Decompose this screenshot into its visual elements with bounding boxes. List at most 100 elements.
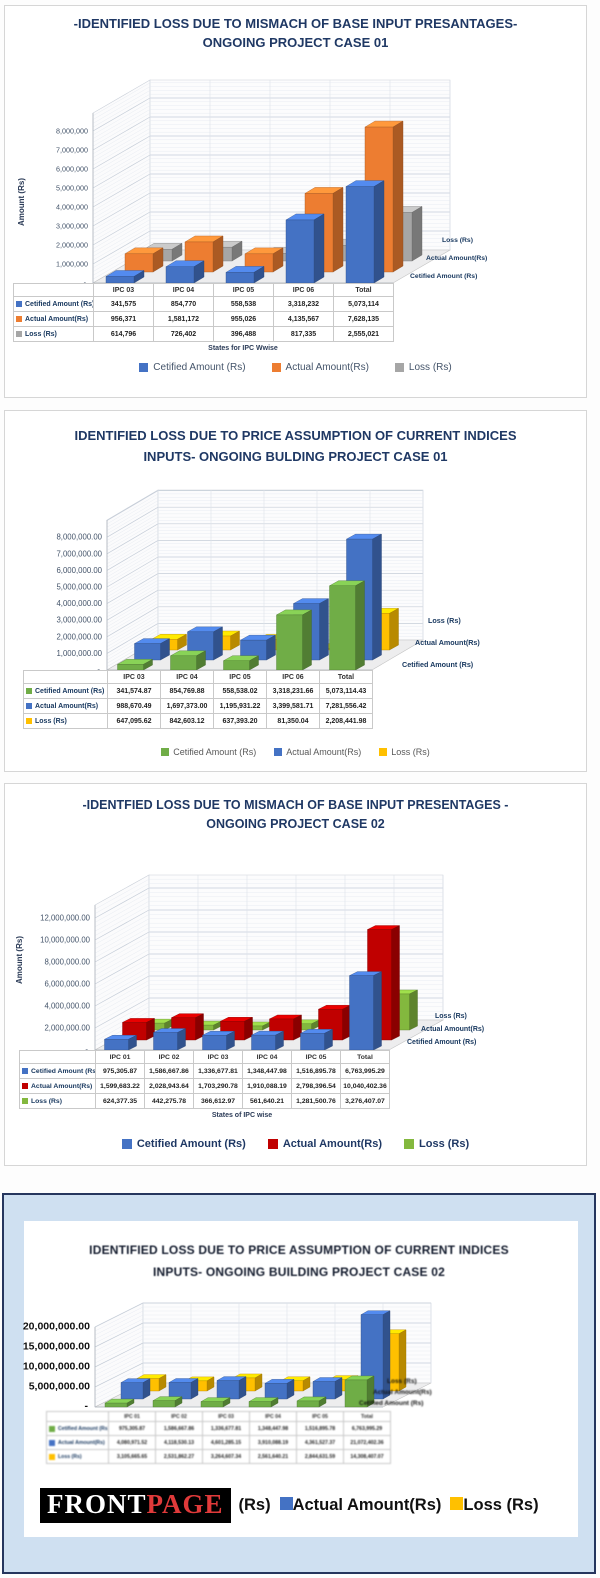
table-corner-cell	[23, 670, 107, 683]
svg-text:15,000,000.00: 15,000,000.00	[23, 1341, 90, 1353]
table-value-cell: 5,073,114	[333, 296, 393, 311]
chart-title: IDENTIFIED LOSS DUE TO PRICE ASSUMPTION …	[28, 425, 563, 467]
svg-text:Cetified Amount (Rs): Cetified Amount (Rs)	[410, 273, 477, 280]
x-axis-caption: States for IPC Wwise	[208, 345, 278, 352]
table-value-cell: 2,531,862.27	[155, 1449, 202, 1463]
svg-text:7,000,000.00: 7,000,000.00	[56, 549, 102, 558]
table-value-cell: 366,612.97	[193, 1093, 242, 1108]
table-value-cell: 3,910,088.19	[249, 1435, 296, 1449]
column-header: Total	[343, 1411, 390, 1421]
legend-item: Cetified Amount (Rs)	[161, 747, 256, 757]
column-header: IPC 04	[160, 670, 213, 683]
legend-item: Loss (Rs)	[394, 362, 452, 373]
svg-text:4,000,000: 4,000,000	[56, 203, 88, 212]
table-value-cell: 1,586,667.86	[144, 1063, 193, 1078]
column-header: IPC 04	[153, 283, 213, 296]
series-key-icon	[22, 1098, 28, 1104]
table-value-cell: 558,538.02	[213, 683, 266, 698]
bar3d-chart: 1,000,000.00 2,000,000.00 3,000,000.00 4,00…	[56, 489, 480, 674]
svg-text:2,000,000: 2,000,000	[56, 241, 88, 250]
table-value-cell: 1,348,447.98	[242, 1063, 291, 1078]
column-header: IPC 06	[266, 670, 319, 683]
table-value-cell: 975,305.87	[108, 1421, 155, 1435]
svg-text:-: -	[97, 665, 100, 674]
table-value-cell: 3,318,232	[273, 296, 333, 311]
svg-text:6,000,000: 6,000,000	[56, 165, 88, 174]
svg-text:Cetified Amount (Rs): Cetified Amount (Rs)	[359, 1400, 423, 1407]
table-value-cell: 21,072,402.36	[343, 1435, 390, 1449]
depth-axis-labels: Cetified Amount (Rs) Actual Amount(Rs) Los…	[407, 1013, 484, 1046]
series-key-icon	[26, 703, 32, 709]
table-value-cell: 341,574.87	[107, 683, 160, 698]
row-label: Actual Amount(Rs)	[46, 1435, 108, 1449]
depth-axis-labels: Cetified Amount (Rs) Actual Amount(Rs) Los…	[410, 237, 487, 280]
data-table: IPC 03 IPC 04 IPC 05 IPC 06 Total Cetified Am…	[13, 283, 394, 342]
legend-key-icon	[404, 1139, 415, 1149]
table-value-cell: 1,516,895.78	[296, 1421, 343, 1435]
table-value-cell: 854,769.88	[160, 683, 213, 698]
table-value-cell: 396,488	[213, 326, 273, 341]
table-value-cell: 1,599,683.22	[95, 1078, 144, 1093]
depth-axis-labels: Cetified Amount (Rs) Actual Amount(Rs) Los…	[402, 616, 480, 669]
table-value-cell: 442,275.78	[144, 1093, 193, 1108]
table-value-cell: 1,581,172	[153, 311, 213, 326]
table-value-cell: 842,603.12	[160, 713, 213, 728]
legend-item: Cetified Amount (Rs)	[121, 1138, 246, 1150]
legend-key-icon	[139, 363, 149, 372]
table-value-cell: 81,350.04	[266, 713, 319, 728]
chart-title-line1: IDENTIFIED LOSS DUE TO PRICE ASSUMPTION …	[74, 428, 517, 443]
svg-text:Loss (Rs): Loss (Rs)	[387, 1378, 417, 1385]
svg-text:Actual Amount(Rs): Actual Amount(Rs)	[415, 638, 480, 647]
row-label: Cetified Amount (Rs)	[23, 683, 107, 698]
series-key-icon	[49, 1453, 55, 1460]
chart-title-line1: IDENTIFIED LOSS DUE TO PRICE ASSUMPTION …	[89, 1243, 509, 1257]
table-value-cell: 3,276,407.07	[340, 1093, 389, 1108]
svg-text:-: -	[85, 1045, 88, 1054]
column-header: IPC 05	[291, 1050, 340, 1063]
table-value-cell: 4,361,527.37	[296, 1435, 343, 1449]
table-value-cell: 6,763,995.29	[343, 1421, 390, 1435]
table-value-cell: 5,073,114.43	[319, 683, 372, 698]
bar3d-chart: 2,000,000.00 4,000,000.00 6,000,000.00 8,00…	[40, 874, 484, 1054]
table-value-cell: 1,348,447.98	[249, 1421, 296, 1435]
row-label: Actual Amount(Rs)	[23, 698, 107, 713]
column-header: IPC 05	[213, 283, 273, 296]
legend-item: Actual Amount(Rs)	[274, 747, 361, 757]
row-label: Cetified Amount (Rs)	[46, 1421, 108, 1435]
svg-text:5,000,000.00: 5,000,000.00	[56, 583, 102, 592]
table-value-cell: 1,910,088.19	[242, 1078, 291, 1093]
table-value-cell: 3,105,665.65	[108, 1449, 155, 1463]
table-value-cell: 2,561,640.21	[249, 1449, 296, 1463]
y-axis-ticks: 1,000,000.00 2,000,000.00 3,000,000.00 4,00…	[56, 533, 102, 674]
bar3d-chart: 5,000,000.00 10,000,000.00 15,000,000.00 20…	[23, 1302, 432, 1412]
series-cetified-amount-rs-	[105, 180, 385, 284]
watermark-front: FRONT	[47, 1489, 147, 1519]
watermark-page: PAGE	[146, 1489, 224, 1519]
legend-item: Loss (Rs)	[450, 1496, 539, 1515]
svg-text:Loss (Rs): Loss (Rs)	[428, 616, 461, 625]
row-label: Loss (Rs)	[19, 1093, 95, 1108]
svg-text:Loss (Rs): Loss (Rs)	[435, 1013, 467, 1020]
chart-panel-case01-base: -IDENTIFIED LOSS DUE TO MISMACH OF BASE …	[4, 5, 587, 398]
series-key-icon	[16, 316, 22, 322]
row-label: Cetified Amount (Rs)	[19, 1063, 95, 1078]
svg-text:10,000,000.00: 10,000,000.00	[23, 1361, 90, 1373]
column-header: IPC 01	[108, 1411, 155, 1421]
legend-item: (Rs)	[238, 1496, 271, 1514]
column-header: IPC 03	[202, 1411, 249, 1421]
legend-key-icon	[161, 748, 170, 756]
column-header: IPC 02	[144, 1050, 193, 1063]
table-value-cell: 7,281,556.42	[319, 698, 372, 713]
table-value-cell: 624,377.35	[95, 1093, 144, 1108]
svg-text:8,000,000.00: 8,000,000.00	[44, 958, 90, 967]
legend-item: Loss (Rs)	[404, 1138, 469, 1150]
legend-key-icon	[121, 1139, 132, 1149]
column-header: IPC 05	[296, 1411, 343, 1421]
series-cetified-amount-rs-	[104, 1375, 375, 1408]
table-value-cell: 1,516,895.78	[291, 1063, 340, 1078]
table-value-cell: 3,399,581.71	[266, 698, 319, 713]
svg-text:4,000,000.00: 4,000,000.00	[56, 599, 102, 608]
table-value-cell: 341,575	[93, 296, 153, 311]
legend-key-icon	[267, 1139, 278, 1149]
